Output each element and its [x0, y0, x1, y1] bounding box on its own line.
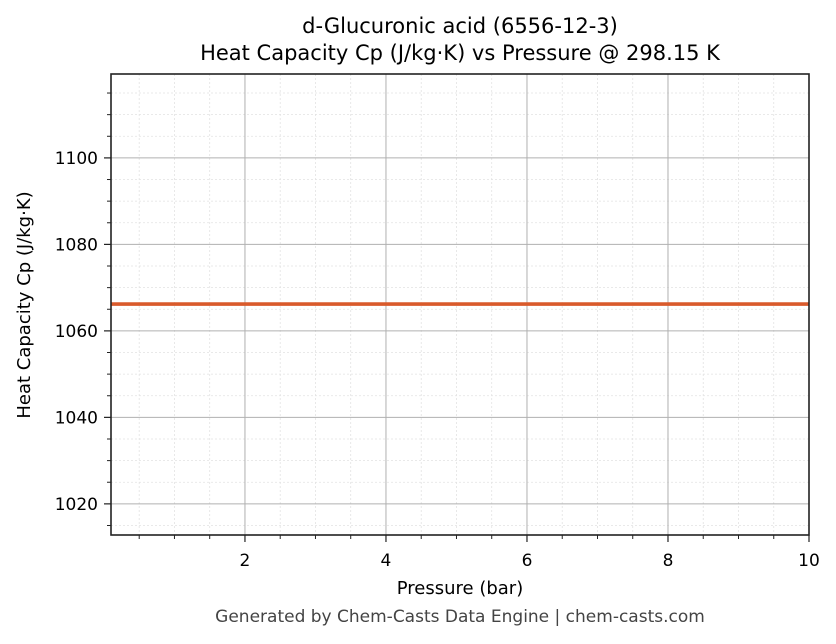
svg-text:4: 4 [381, 551, 392, 571]
svg-text:8: 8 [663, 551, 674, 571]
plot-frame [110, 73, 810, 536]
svg-text:1060: 1060 [55, 322, 98, 342]
axis-ticks [104, 92, 810, 542]
svg-text:1040: 1040 [55, 408, 98, 428]
chart-title-line2: Heat Capacity Cp (J/kg·K) vs Pressure @ … [200, 41, 720, 65]
footer-credit: Generated by Chem-Casts Data Engine | ch… [215, 607, 705, 627]
svg-text:6: 6 [522, 551, 533, 571]
minor-grid [111, 74, 809, 535]
svg-text:1020: 1020 [55, 495, 98, 515]
tick-labels: 2 4 6 8 10 1020 1040 1060 1080 1100 [55, 149, 820, 571]
svg-text:10: 10 [798, 551, 820, 571]
svg-text:2: 2 [240, 551, 251, 571]
svg-text:1080: 1080 [55, 235, 98, 255]
chart-title-line1: d-Glucuronic acid (6556-12-3) [302, 14, 618, 38]
x-axis-label: Pressure (bar) [397, 578, 523, 599]
svg-text:1100: 1100 [55, 149, 98, 169]
y-axis-label: Heat Capacity Cp (J/kg·K) [14, 191, 35, 418]
